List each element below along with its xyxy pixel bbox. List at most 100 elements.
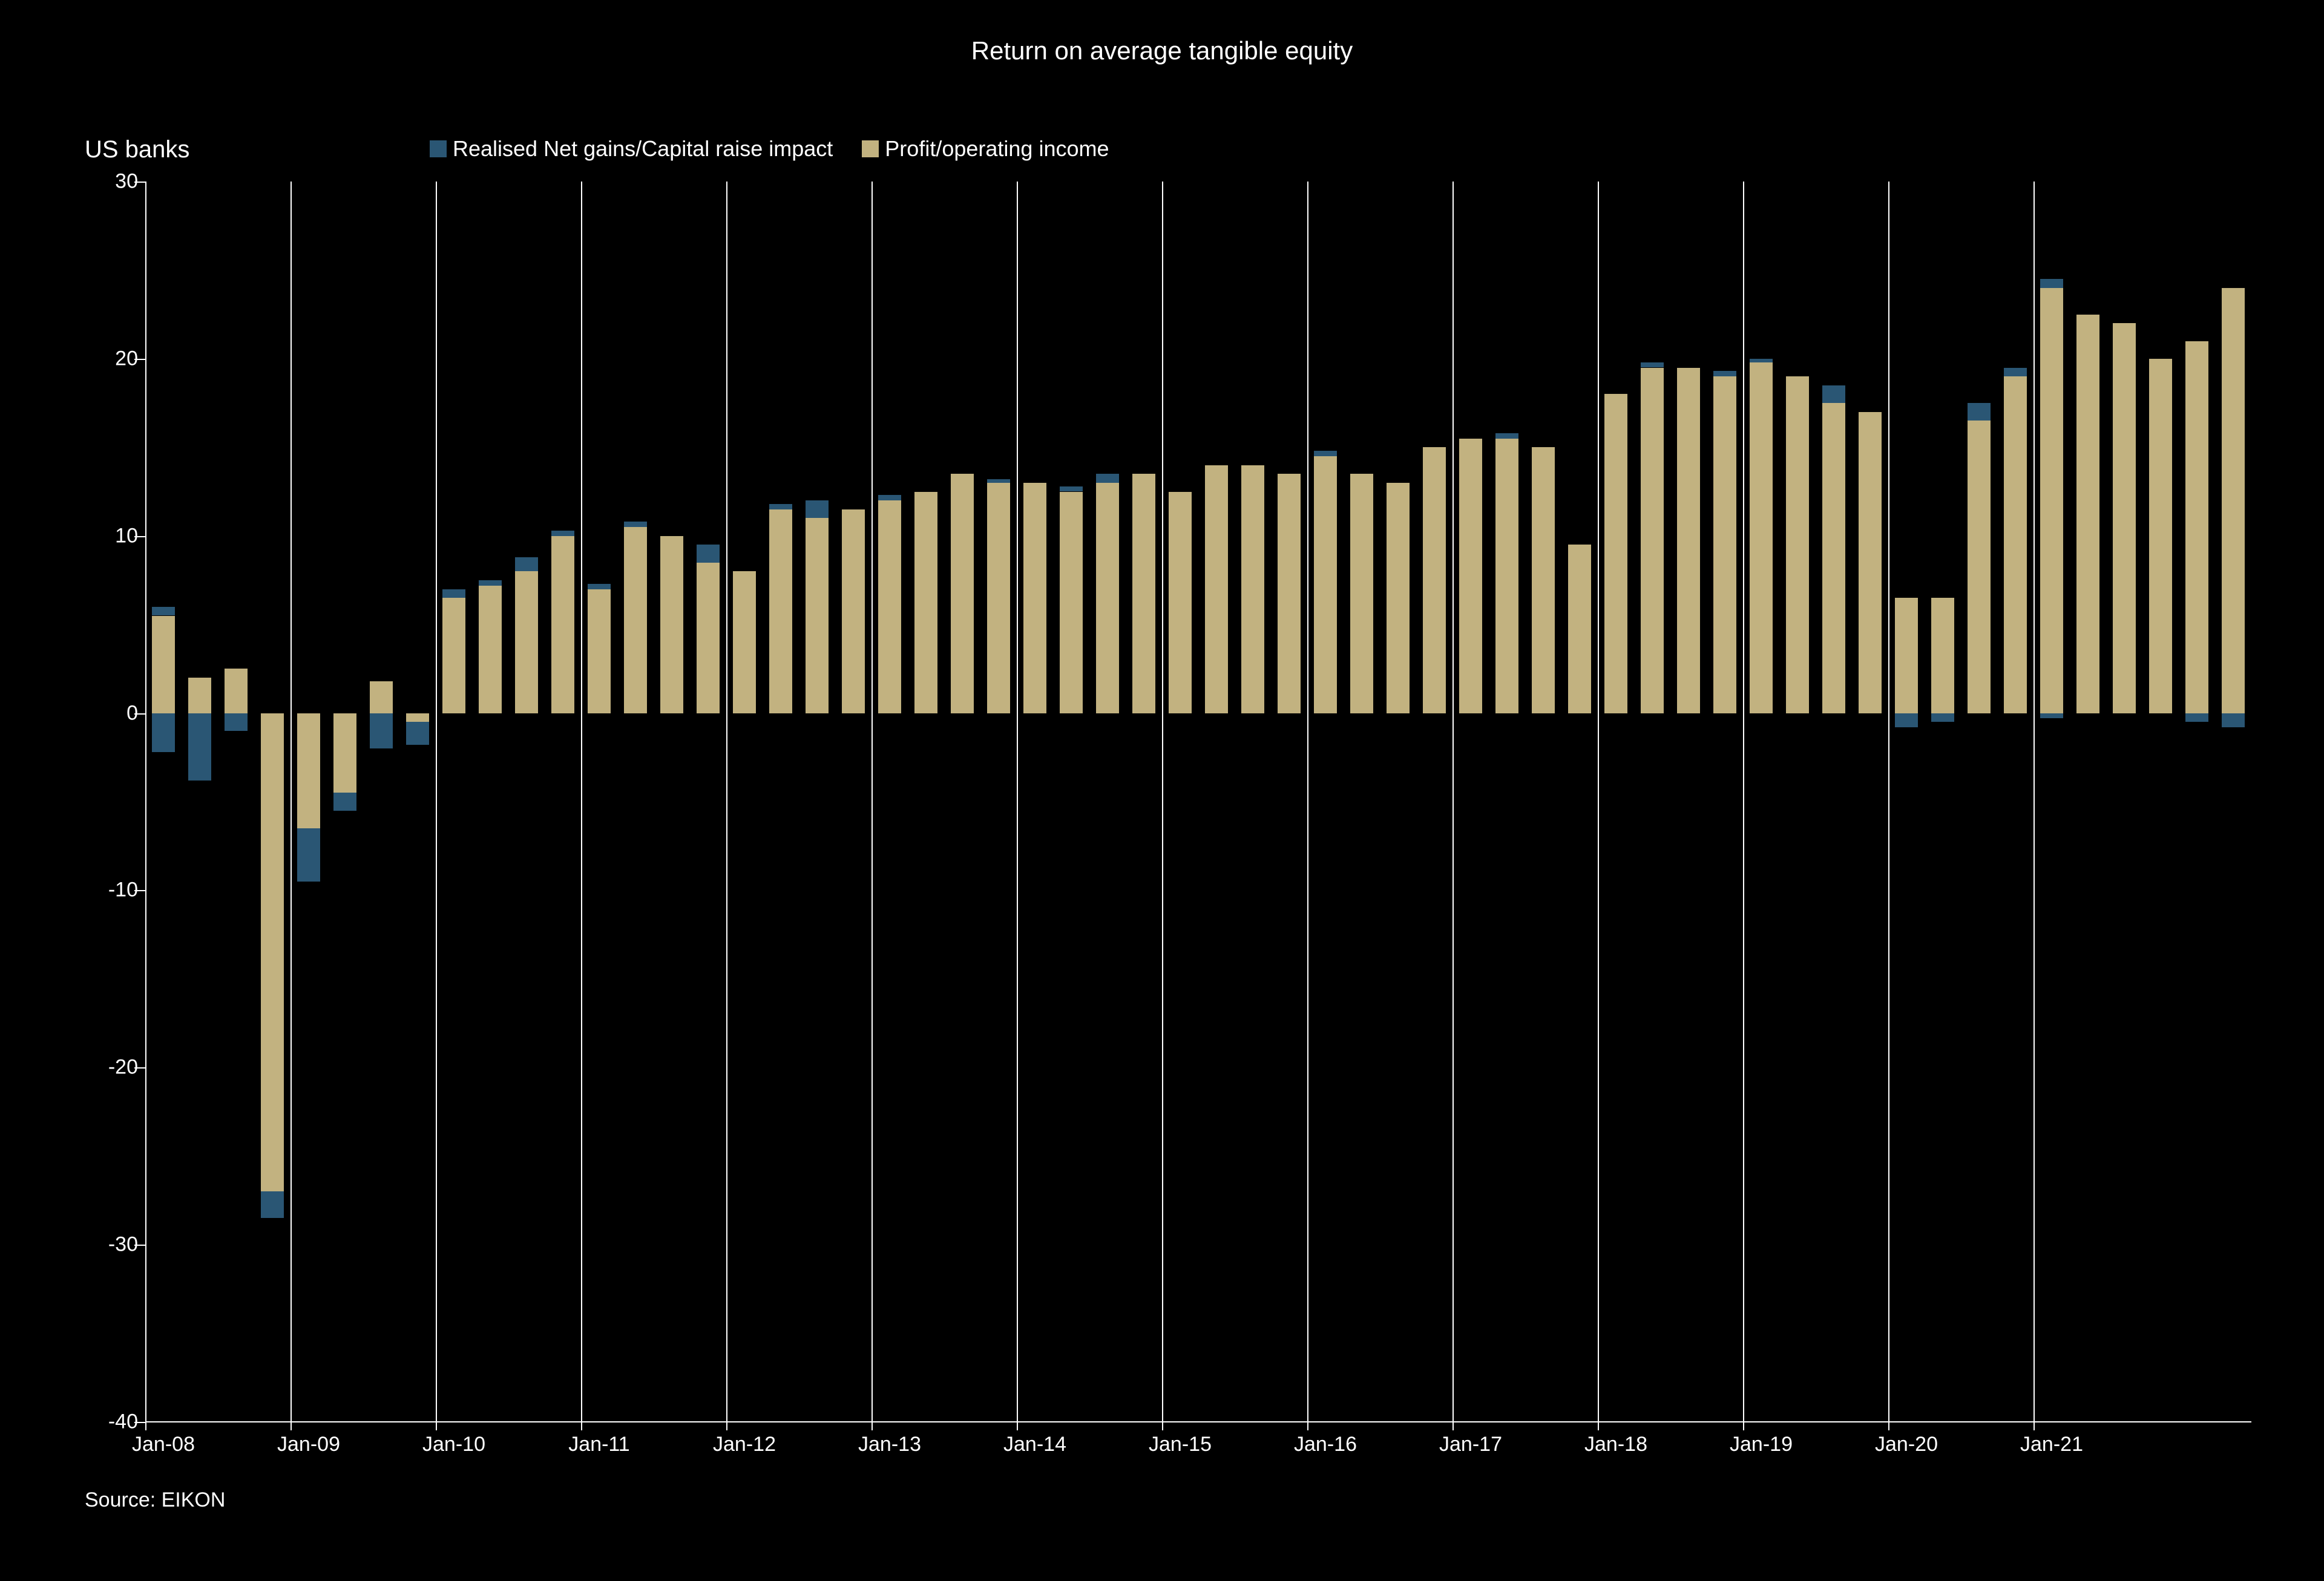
x-tick <box>145 1422 146 1430</box>
bar-seg-profit <box>2149 359 2171 713</box>
bar <box>1895 182 1917 1422</box>
bar <box>1568 182 1590 1422</box>
plot-area: -40-30-20-100102030 <box>145 182 2251 1422</box>
bar-seg-profit <box>624 527 646 713</box>
bar <box>624 182 646 1422</box>
bar-seg-profit <box>152 616 174 713</box>
bar-seg-profit <box>1532 447 1554 713</box>
bar-seg-profit <box>1604 394 1627 713</box>
x-axis-label: Jan-17 <box>1439 1433 1502 1456</box>
bar-seg-profit <box>1205 465 1227 713</box>
x-axis-label: Jan-08 <box>132 1433 195 1456</box>
vertical-gridline <box>1162 182 1163 1422</box>
bar-seg-profit <box>479 586 501 713</box>
bar-seg-realised-top <box>1060 486 1082 492</box>
x-tick <box>1162 1422 1163 1430</box>
bar-seg-profit <box>1169 492 1191 713</box>
bar <box>1060 182 1082 1422</box>
bar-seg-profit <box>878 500 901 713</box>
vertical-gridline <box>1888 182 1889 1422</box>
legend-label: Realised Net gains/Capital raise impact <box>453 136 833 162</box>
bar-seg-realised-bottom <box>1895 713 1917 727</box>
bar <box>1822 182 1845 1422</box>
x-tick <box>1598 1422 1599 1430</box>
bar <box>1495 182 1518 1422</box>
x-axis-label: Jan-21 <box>2020 1433 2083 1456</box>
bar-seg-realised-bottom <box>2040 713 2063 719</box>
bar-seg-profit <box>1895 598 1917 713</box>
bar <box>2113 182 2135 1422</box>
bar-seg-profit <box>1096 483 1118 713</box>
bar-seg-profit <box>1859 412 1881 713</box>
vertical-gridline <box>436 182 437 1422</box>
x-axis-line <box>145 1421 2251 1422</box>
bar <box>588 182 610 1422</box>
bar-seg-profit <box>406 713 428 722</box>
bar-seg-profit <box>1786 376 1808 713</box>
bar-seg-realised-top <box>2004 368 2026 377</box>
legend-swatch <box>862 140 879 157</box>
y-tick-label: 30 <box>115 170 145 194</box>
bar-seg-profit <box>1241 465 1264 713</box>
bar-seg-realised-bottom <box>333 793 356 810</box>
bar <box>297 182 320 1422</box>
bar <box>515 182 537 1422</box>
x-tick <box>1017 1422 1018 1430</box>
x-axis-label: Jan-13 <box>858 1433 921 1456</box>
bar-seg-realised-top <box>1968 403 1990 421</box>
x-tick <box>436 1422 437 1430</box>
y-axis-line <box>145 182 146 1422</box>
bar <box>1423 182 1445 1422</box>
bar <box>1278 182 1300 1422</box>
bar-seg-realised-top <box>479 580 501 586</box>
bar <box>370 182 392 1422</box>
bar-seg-profit <box>1641 368 1663 713</box>
x-axis-label: Jan-11 <box>568 1433 629 1456</box>
x-tick <box>1452 1422 1454 1430</box>
bar-seg-realised-bottom <box>2222 713 2244 727</box>
bar <box>769 182 792 1422</box>
bar <box>442 182 465 1422</box>
bar <box>2185 182 2208 1422</box>
bar-seg-profit <box>951 474 973 713</box>
bar-seg-profit <box>1459 439 1482 713</box>
bar <box>406 182 428 1422</box>
x-tick <box>2034 1422 2035 1430</box>
bar-seg-realised-top <box>1096 474 1118 483</box>
bar <box>1641 182 1663 1422</box>
bar <box>842 182 864 1422</box>
bar <box>479 182 501 1422</box>
bar <box>1968 182 1990 1422</box>
bar-seg-realised-top <box>588 584 610 589</box>
bar-seg-realised-top <box>442 589 465 598</box>
bar-seg-profit <box>1822 403 1845 713</box>
x-axis-label: Jan-19 <box>1730 1433 1793 1456</box>
bar-seg-profit <box>551 536 574 713</box>
x-tick <box>726 1422 727 1430</box>
bar <box>1132 182 1155 1422</box>
bar-seg-realised-bottom <box>1931 713 1954 722</box>
bar-seg-realised-top <box>806 500 828 518</box>
bar <box>1931 182 1954 1422</box>
bar-seg-profit <box>1495 439 1518 713</box>
bar-seg-profit <box>1568 545 1590 713</box>
y-tick-label: -30 <box>108 1233 145 1257</box>
x-axis-label: Jan-20 <box>1875 1433 1938 1456</box>
x-tick <box>872 1422 873 1430</box>
bar-seg-profit <box>2185 341 2208 713</box>
bar-seg-realised-top <box>769 504 792 509</box>
x-axis-label: Jan-10 <box>422 1433 485 1456</box>
bar <box>1713 182 1736 1422</box>
x-tick <box>581 1422 582 1430</box>
bar <box>2076 182 2099 1422</box>
x-tick <box>1307 1422 1308 1430</box>
bar-seg-profit <box>2076 315 2099 713</box>
bar <box>878 182 901 1422</box>
bar <box>697 182 719 1422</box>
bar-seg-realised-top <box>551 531 574 536</box>
source-label: Source: EIKON <box>85 1488 225 1512</box>
bar-seg-profit <box>1423 447 1445 713</box>
bar-seg-profit <box>515 571 537 713</box>
y-tick-label: 20 <box>115 347 145 370</box>
bar <box>1859 182 1881 1422</box>
